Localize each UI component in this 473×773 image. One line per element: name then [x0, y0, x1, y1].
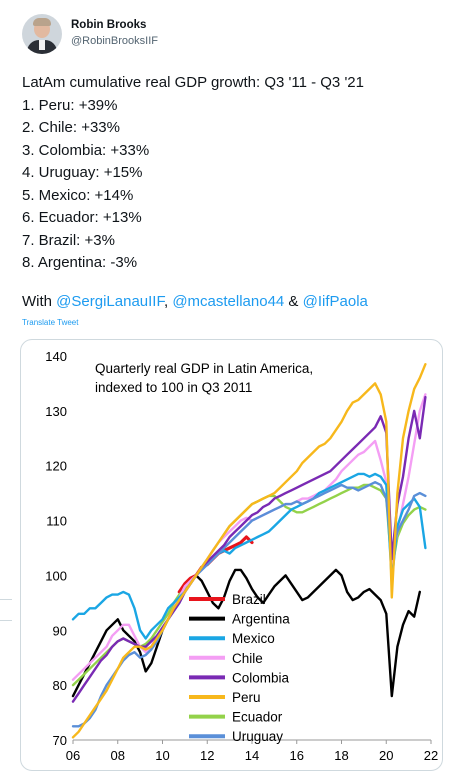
avatar-collar-shape — [39, 40, 45, 50]
x-tick-label: 16 — [290, 748, 304, 763]
tweet-line: 3. Colombia: +33% — [22, 141, 150, 159]
author-name[interactable]: Robin Brooks — [71, 19, 147, 31]
mention-link[interactable]: @IifPaola — [302, 293, 368, 310]
y-tick-label: 130 — [45, 404, 67, 419]
mention-link[interactable]: @SergiLanauIIF — [56, 293, 164, 310]
legend-label: Uruguay — [232, 729, 283, 744]
x-tick-label: 06 — [66, 748, 80, 763]
mention-link[interactable]: @mcastellano44 — [172, 293, 285, 310]
edge-divider — [0, 599, 12, 600]
series-lines — [71, 363, 427, 739]
tweet-line: LatAm cumulative real GDP growth: Q3 '11… — [22, 74, 364, 91]
avatar-hair-shape — [33, 18, 51, 26]
x-tick-label: 18 — [334, 748, 348, 763]
tweet-line: 6. Ecuador: +13% — [22, 209, 142, 226]
legend-label: Argentina — [232, 612, 290, 627]
chart-image[interactable]: 70 80 90 100 110 120 130 140 06 08 10 12 14 16 18 20 22 … — [20, 339, 443, 771]
x-tick-label: 08 — [111, 748, 125, 763]
tweet-line: 5. Mexico: +14% — [22, 186, 134, 204]
x-tick-label: 14 — [245, 748, 259, 763]
avatar[interactable] — [22, 14, 62, 54]
tweet-line: 4. Uruguay: +15% — [22, 164, 143, 181]
y-tick-label: 100 — [45, 568, 67, 583]
chart-title: Quarterly real GDP in Latin America, — [95, 361, 313, 376]
series-line-uruguay — [71, 481, 427, 728]
x-tick-label: 22 — [424, 748, 438, 763]
y-tick-label: 140 — [45, 349, 67, 364]
translate-tweet-link[interactable]: Translate Tweet — [22, 318, 79, 327]
tweet-text: LatAm cumulative real GDP growth: Q3 '11… — [22, 72, 364, 275]
legend: Brazil Argentina Mexico Chile Colombia Peru Ec… — [189, 592, 290, 744]
y-tick-label: 70 — [53, 733, 67, 748]
with-text: With — [22, 293, 57, 310]
separator-text: & — [284, 293, 303, 310]
legend-label: Colombia — [232, 670, 290, 685]
y-tick-label: 120 — [45, 459, 67, 474]
axes: 70 80 90 100 110 120 130 140 06 08 10 12 14 16 18 20 22 — [45, 349, 438, 763]
legend-label: Ecuador — [232, 710, 283, 725]
series-line-peru — [71, 363, 427, 739]
tweet-line: 8. Argentina: -3% — [22, 254, 138, 271]
edge-divider — [0, 620, 12, 621]
series-line-colombia — [71, 395, 427, 703]
x-tick-label: 20 — [379, 748, 393, 763]
legend-label: Mexico — [232, 631, 275, 646]
legend-label: Brazil — [232, 592, 266, 607]
tweet-line: 1. Peru: +39% — [22, 96, 118, 114]
mentions-line: With @SergiLanauIIF, @mcastellano44 & @I… — [22, 293, 368, 310]
chart-subtitle: indexed to 100 in Q3 2011 — [95, 380, 252, 395]
separator-text: , — [163, 293, 173, 310]
y-tick-label: 90 — [53, 623, 67, 638]
author-handle[interactable]: @RobinBrooksIIF — [71, 35, 158, 47]
y-tick-label: 80 — [53, 678, 67, 693]
legend-label: Peru — [232, 690, 261, 705]
y-tick-label: 110 — [46, 514, 67, 529]
series-line-argentina — [71, 568, 421, 698]
x-tick-label: 12 — [200, 748, 214, 763]
tweet-line: 2. Chile: +33% — [22, 119, 120, 136]
legend-label: Chile — [232, 651, 263, 666]
tweet-line: 7. Brazil: +3% — [22, 231, 115, 249]
x-tick-label: 10 — [155, 748, 169, 763]
series-line-mexico — [71, 472, 427, 640]
